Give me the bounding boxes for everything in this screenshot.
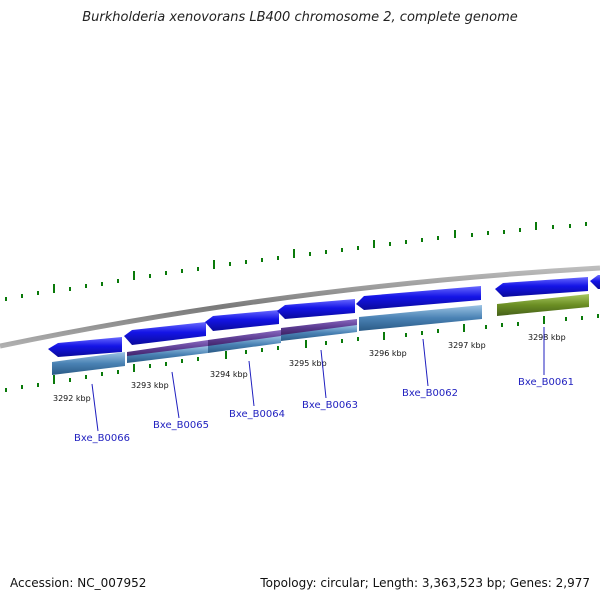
leader-line (422, 338, 429, 387)
cds-bars (52, 294, 589, 375)
gene-label[interactable]: Bxe_B0061 (518, 377, 574, 388)
gene-label[interactable]: Bxe_B0064 (229, 409, 285, 420)
accession-text: Accession: NC_007952 (10, 576, 147, 590)
kbp-label: 3295 kbp (289, 359, 327, 368)
gene-arrows (48, 275, 600, 357)
kbp-label: 3298 kbp (528, 333, 566, 342)
kbp-label: 3296 kbp (369, 349, 407, 358)
cds-bar[interactable] (497, 294, 589, 316)
gene-arrow[interactable] (277, 299, 355, 319)
gene-label[interactable]: Bxe_B0062 (402, 388, 458, 399)
gene-arrow[interactable] (124, 322, 206, 345)
leader-line (91, 383, 99, 432)
map-title: Burkholderia xenovorans LB400 chromosome… (82, 10, 518, 25)
leader-line (248, 360, 255, 407)
gene-arrow[interactable] (48, 337, 122, 357)
gene-label[interactable]: Bxe_B0063 (302, 400, 358, 411)
leader-line (171, 371, 180, 419)
chromosome-backbone (0, 265, 600, 349)
genome-summary-text: Topology: circular; Length: 3,363,523 bp… (260, 576, 590, 590)
leader-line (320, 349, 327, 399)
lower-tick-row (5, 314, 599, 392)
gene-arrow[interactable] (590, 275, 600, 289)
gene-arrow[interactable] (205, 310, 279, 331)
kbp-label: 3297 kbp (448, 341, 486, 350)
gene-label[interactable]: Bxe_B0066 (74, 433, 130, 444)
cds-bar[interactable] (52, 352, 125, 375)
cds-bar[interactable] (127, 346, 208, 363)
gene-label[interactable]: Bxe_B0065 (153, 420, 209, 431)
kbp-label: 3292 kbp (53, 394, 91, 403)
kbp-label: 3294 kbp (210, 370, 248, 379)
cds-bar[interactable] (208, 336, 281, 353)
gene-leader-lines (91, 327, 545, 432)
cds-bar[interactable] (359, 305, 482, 331)
kbp-label: 3293 kbp (131, 381, 169, 390)
gene-arrow[interactable] (495, 277, 588, 297)
gene-labels: Bxe_B0066 Bxe_B0065 Bxe_B0064 Bxe_B0063 … (74, 377, 574, 444)
gene-arrow[interactable] (356, 286, 481, 310)
cds-bar[interactable] (281, 325, 357, 341)
cds-bar[interactable] (281, 319, 357, 336)
upper-tick-row (5, 222, 587, 301)
kbp-labels: 3292 kbp 3293 kbp 3294 kbp 3295 kbp 3296… (53, 333, 566, 403)
